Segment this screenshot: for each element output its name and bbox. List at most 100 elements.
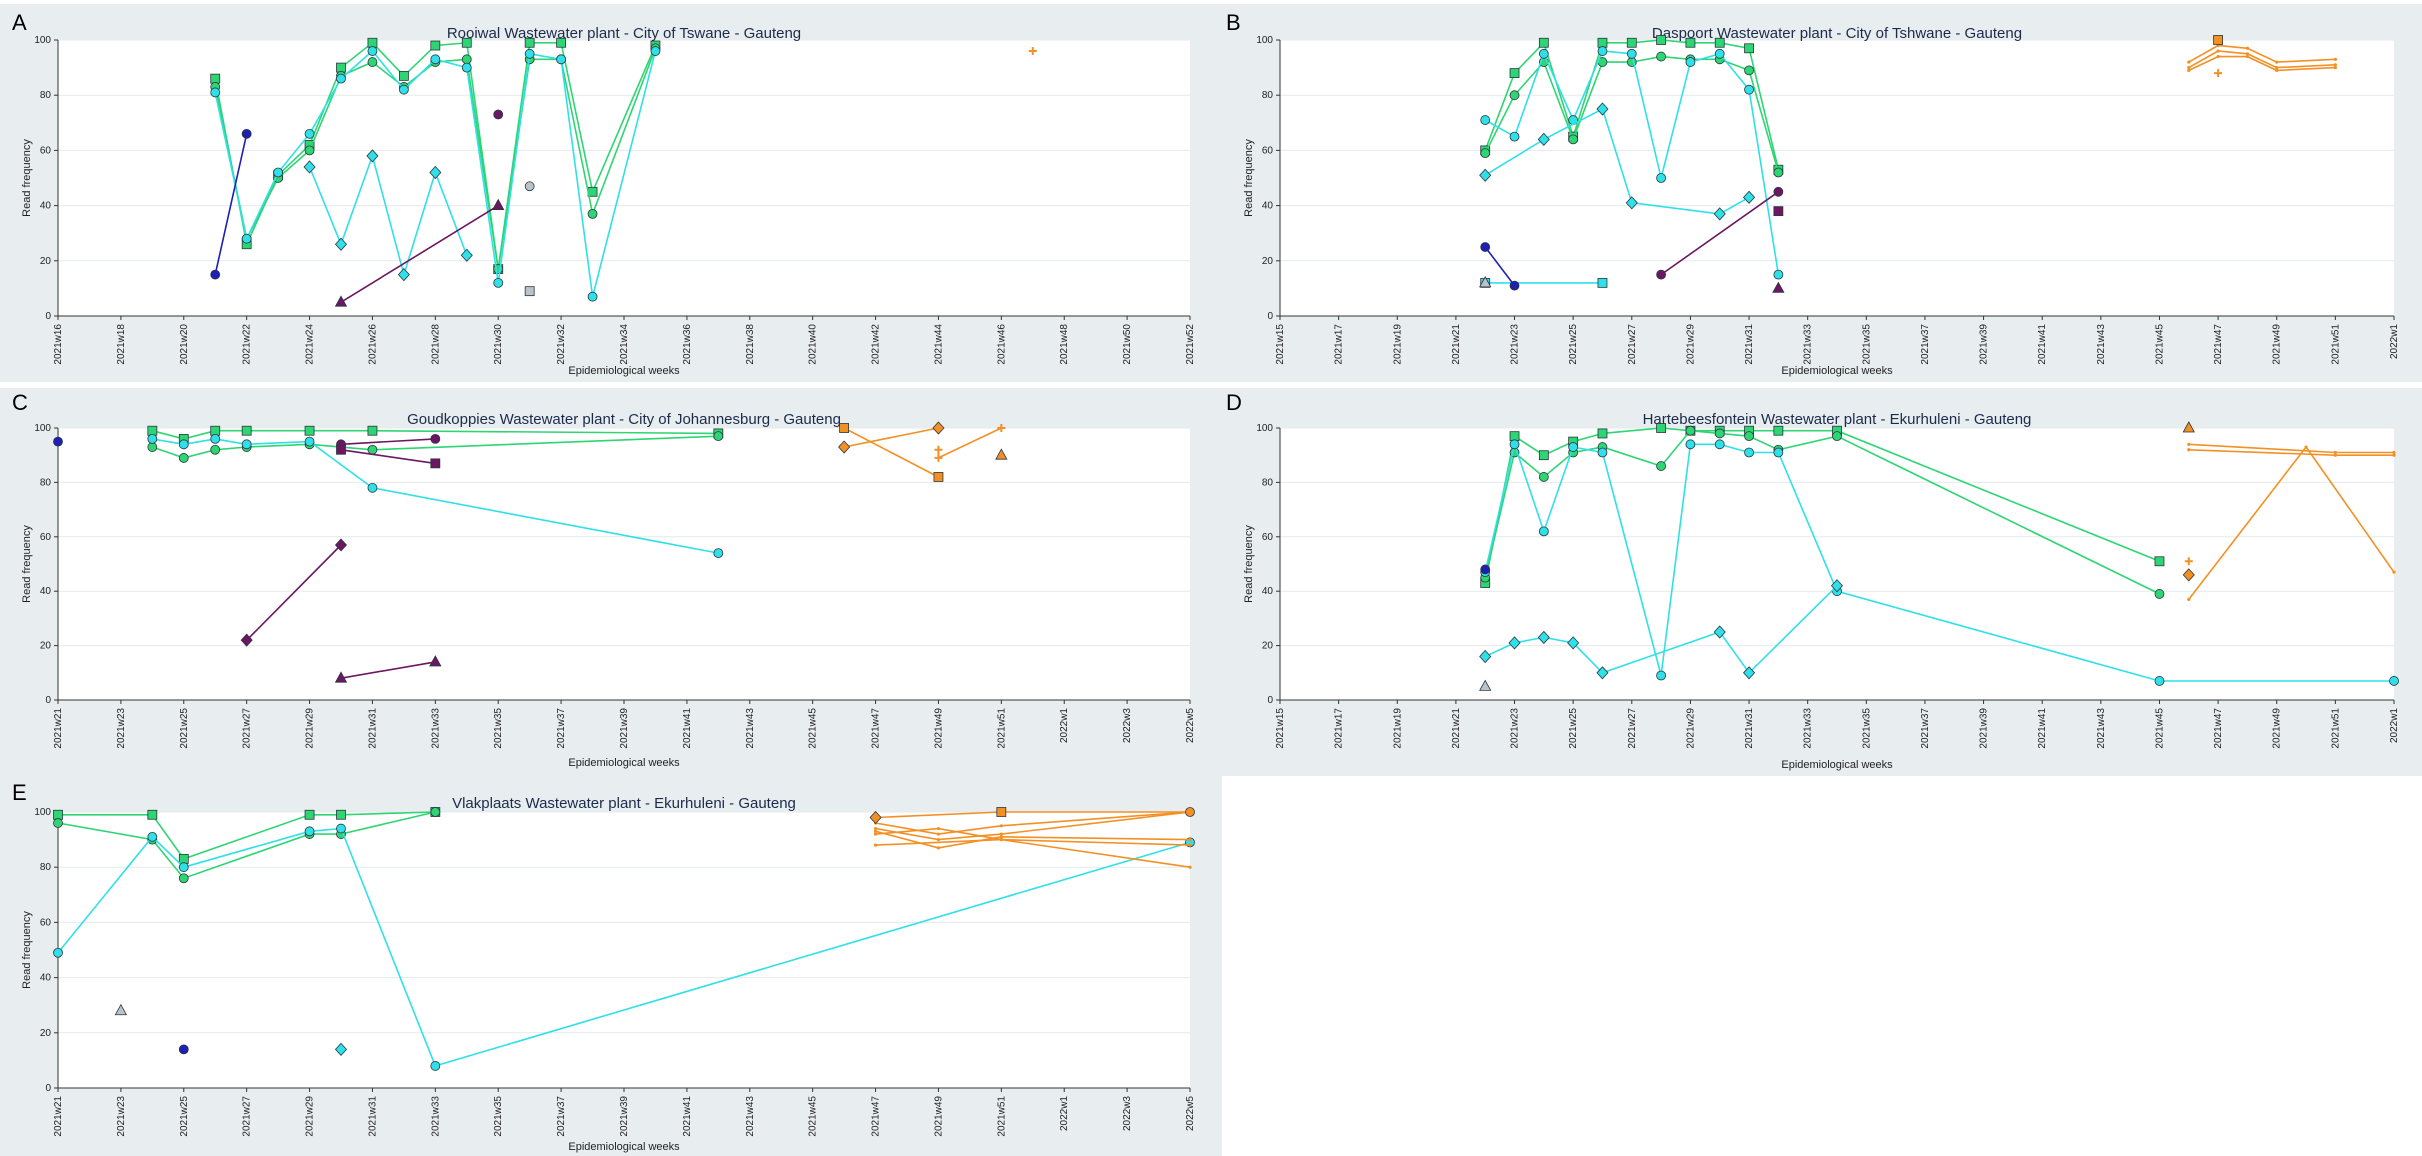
data-point [1714, 439, 1725, 450]
y-tick-label: 20 [40, 1028, 52, 1039]
data-point [1743, 666, 1756, 680]
data-point [241, 439, 252, 450]
data-point [1509, 131, 1520, 142]
data-point [2187, 597, 2191, 601]
x-tick-label: 2021w43 [745, 1096, 756, 1137]
y-axis-label: Read frequency [21, 911, 33, 989]
x-tick-label: 2021w49 [933, 708, 944, 749]
x-tick-label: 2021w49 [2272, 708, 2283, 749]
x-tick-label: 2021w47 [871, 1096, 882, 1137]
data-point [334, 295, 348, 307]
series-9 [2182, 421, 2195, 433]
data-point [178, 873, 189, 884]
data-point [1656, 269, 1667, 280]
y-tick-label: 100 [34, 35, 51, 46]
series-line [1660, 191, 1779, 276]
y-tick-label: 80 [40, 90, 52, 101]
data-point [398, 84, 409, 95]
panel-e: 0 20 40 60 80 100 2021w21 2021w23 2021w25 2021w27… [0, 776, 1222, 1156]
data-point [429, 165, 442, 180]
series-7 [524, 181, 535, 192]
series-line [308, 153, 468, 278]
x-tick-label: 2021w49 [2272, 324, 2283, 365]
y-tick-label: 100 [34, 807, 51, 818]
series-line [875, 811, 1191, 835]
y-tick-label: 20 [1262, 256, 1274, 267]
x-tick-label: 2021w39 [1979, 708, 1990, 749]
x-tick-label: 2021w20 [179, 324, 190, 365]
y-tick-label: 0 [1267, 695, 1273, 706]
data-point [1479, 679, 1492, 691]
x-tick-label: 2021w50 [1122, 324, 1133, 365]
data-point [869, 810, 882, 825]
x-tick-label: 2021w15 [1275, 324, 1286, 365]
data-point [1772, 281, 1785, 293]
x-tick-label: 2021w29 [305, 708, 316, 749]
data-point [2187, 68, 2191, 72]
x-tick-label: 2021w19 [1392, 324, 1403, 365]
data-point [1567, 636, 1580, 650]
series-7 [2187, 448, 2396, 457]
data-point [1773, 447, 1784, 458]
data-point [336, 823, 346, 834]
data-point [2245, 46, 2250, 50]
data-point [1538, 48, 1549, 59]
data-point [1685, 425, 1696, 436]
x-tick-label: 2021w29 [1685, 324, 1696, 365]
data-point [430, 40, 441, 51]
data-point [999, 838, 1003, 842]
data-point [397, 268, 410, 282]
x-tick-label: 2022w1 [1059, 708, 1070, 743]
series-11 [995, 448, 1008, 460]
x-tick-label: 2021w38 [745, 324, 756, 365]
data-point [1597, 447, 1608, 458]
data-point [210, 444, 221, 455]
y-tick-label: 0 [1267, 311, 1273, 322]
x-tick-label: 2021w33 [430, 1096, 441, 1137]
x-tick-label: 2021w21 [53, 1096, 64, 1137]
data-point [430, 54, 441, 65]
series-2 [210, 46, 661, 302]
data-point [1568, 134, 1579, 145]
data-point [1626, 48, 1637, 59]
series-line [875, 830, 1191, 849]
data-point [210, 73, 221, 84]
y-tick-label: 60 [1262, 145, 1274, 156]
data-point [430, 433, 441, 444]
data-point [303, 160, 316, 174]
data-point [650, 46, 661, 56]
x-tick-label: 2021w45 [2154, 708, 2165, 749]
panel-d: 0 20 40 60 80 100 2021w15 2021w17 2021w19 2021w21… [1222, 388, 2422, 776]
x-tick-label: 2021w37 [1920, 324, 1931, 365]
data-point [1744, 43, 1754, 54]
x-tick-label: 2021w46 [996, 324, 1007, 365]
data-point [2333, 450, 2337, 455]
x-tick-label: 2021w19 [1392, 708, 1403, 749]
x-tick-label: 2021w21 [53, 708, 64, 749]
data-point [2154, 676, 2165, 686]
data-point [460, 248, 473, 262]
x-tick-label: 2021w21 [1451, 708, 1462, 749]
x-tick-label: 2021w25 [179, 1096, 190, 1137]
series-5 [1479, 276, 1492, 288]
x-tick-label: 2021w27 [1627, 324, 1638, 365]
data-point [873, 843, 878, 847]
data-point [1656, 423, 1667, 433]
data-point [210, 433, 221, 444]
series-line [875, 827, 1191, 868]
series-11 [2184, 557, 2193, 566]
data-point [1744, 84, 1754, 95]
series-3 [1479, 579, 1844, 680]
y-tick-label: 80 [1262, 477, 1274, 488]
data-point [492, 198, 505, 211]
panel-a: 0 20 40 60 80 100 2021w16 2021w18 2021w20 2021w22… [0, 4, 1222, 382]
x-tick-label: 2021w23 [1510, 324, 1521, 365]
data-point [2182, 421, 2195, 433]
series-3 [53, 436, 63, 447]
series-2 [147, 433, 724, 559]
series-11 [873, 838, 1192, 847]
series-line [58, 811, 436, 860]
data-point [2213, 35, 2224, 45]
data-point [1537, 132, 1550, 146]
